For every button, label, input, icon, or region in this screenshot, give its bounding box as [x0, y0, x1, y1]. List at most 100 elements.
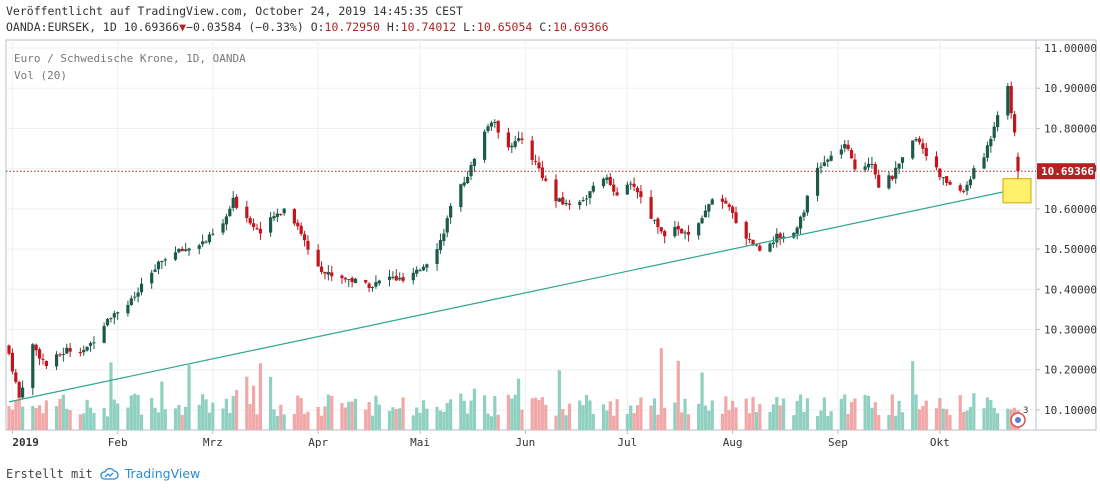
last-price-label: 10.69366 — [1041, 165, 1094, 178]
candle-body — [663, 231, 667, 237]
volume-bar — [235, 390, 239, 430]
candle-body — [1006, 85, 1010, 116]
volume-bar — [639, 397, 643, 430]
candle-body — [826, 159, 830, 162]
candle-body — [846, 144, 850, 150]
candle-body — [279, 213, 283, 215]
candle-body — [245, 206, 249, 219]
candle-body — [992, 126, 996, 138]
volume-bar — [945, 409, 949, 430]
candle-body — [163, 259, 167, 261]
candle-body — [7, 345, 11, 354]
candle-body — [173, 252, 178, 260]
candle-body — [112, 313, 116, 318]
volume-bar — [472, 388, 477, 430]
volume-bar — [819, 410, 823, 430]
volume-bar — [483, 395, 487, 430]
volume-bar — [68, 410, 72, 430]
candle-body — [306, 240, 310, 250]
tradingview-brand[interactable]: TradingView — [124, 466, 201, 481]
volume-bar — [686, 414, 691, 430]
volume-bar — [968, 407, 973, 430]
y-tick-label: 10.20000 — [1044, 364, 1097, 377]
candle-body — [258, 228, 263, 234]
tradingview-cloud-icon[interactable] — [99, 467, 119, 481]
candle-body — [557, 198, 561, 202]
candle-body — [530, 140, 534, 161]
volume-bar — [65, 408, 69, 430]
candle-body — [839, 149, 843, 155]
volume-bar — [41, 413, 45, 430]
events-dot — [1015, 417, 1021, 423]
candle-body — [612, 184, 616, 192]
candle-body — [815, 167, 820, 196]
candle-body — [945, 176, 949, 183]
candle-body — [445, 218, 449, 233]
published-line: Veröffentlicht auf TradingView.com, Octo… — [6, 4, 463, 18]
volume-bar — [581, 405, 585, 430]
candle-body — [843, 144, 847, 149]
open-label: O: — [310, 20, 325, 34]
volume-bar — [659, 348, 663, 430]
volume-bar — [584, 394, 589, 430]
volume-bar — [415, 407, 419, 430]
candle-body — [962, 190, 966, 192]
volume-bar — [112, 399, 116, 430]
volume-bar — [846, 413, 850, 430]
volume-bar — [588, 400, 592, 430]
volume-bar — [211, 402, 215, 430]
candle-body — [462, 182, 466, 186]
volume-bar — [279, 404, 283, 430]
candle-body — [989, 138, 993, 147]
volume-bar — [129, 395, 133, 430]
candle-body — [364, 279, 368, 283]
candle-body — [510, 145, 514, 148]
volume-bar — [102, 408, 106, 430]
candle-body — [890, 176, 894, 180]
volume-bar — [992, 407, 996, 430]
candle-body — [435, 249, 439, 264]
volume-bar — [330, 396, 334, 430]
candle-body — [897, 163, 901, 169]
high-label: H: — [386, 20, 401, 34]
volume-bar — [153, 407, 157, 430]
volume-bar — [486, 413, 490, 430]
candle-body — [391, 276, 395, 278]
volume-bar — [605, 410, 609, 430]
candle-body — [727, 204, 731, 208]
volume-bar — [731, 400, 735, 430]
x-tick-label: Feb — [108, 436, 128, 449]
volume-bar — [921, 406, 925, 430]
candle-body — [316, 249, 320, 267]
candle-body — [652, 219, 657, 221]
volume-bar — [815, 415, 820, 430]
volume-bar — [252, 385, 256, 430]
candle-body — [272, 216, 276, 219]
candle-body — [849, 150, 854, 159]
candle-body — [268, 217, 273, 233]
candle-body — [102, 326, 106, 343]
candle-body — [133, 296, 137, 298]
volume-bar — [615, 399, 619, 430]
volume-bar — [350, 401, 354, 430]
x-tick-label: Mai — [410, 436, 430, 449]
candle-body — [184, 249, 188, 251]
events-count: 3 — [1023, 406, 1028, 416]
candle-body — [187, 248, 191, 251]
candle-body — [948, 181, 952, 185]
candle-body — [353, 278, 358, 284]
volume-bar — [387, 410, 392, 430]
candle-body — [459, 184, 463, 208]
volume-bar — [540, 397, 544, 430]
volume-bar — [948, 414, 952, 430]
volume-bar — [703, 405, 708, 430]
volume-bar — [421, 400, 426, 430]
candle-body — [683, 232, 687, 234]
volume-bar — [635, 405, 640, 430]
candle-body — [85, 346, 89, 351]
volume-bar — [795, 400, 799, 430]
volume-bar — [411, 415, 415, 430]
volume-bar — [92, 412, 96, 430]
candle-body — [228, 208, 232, 217]
